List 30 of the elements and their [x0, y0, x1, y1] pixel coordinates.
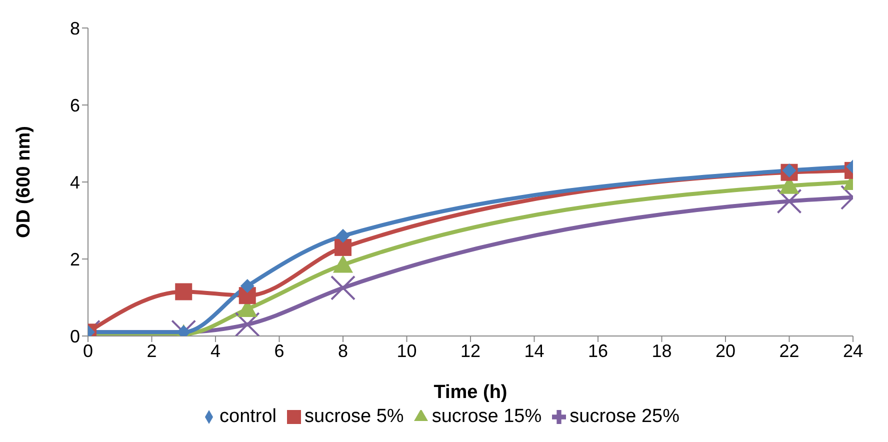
point	[240, 278, 254, 293]
x-tick-label: 10	[396, 340, 417, 361]
point	[334, 238, 352, 256]
x-tick-label: 4	[210, 340, 221, 361]
x-tick-label: 16	[588, 340, 608, 361]
x-axis-title: Time (h)	[434, 382, 508, 403]
x-tick-label: 24	[842, 340, 864, 361]
legend-label: control	[220, 406, 277, 427]
point	[333, 254, 353, 273]
x-tick-label: 0	[82, 340, 94, 361]
x-tick-label: 8	[338, 340, 348, 361]
y-tick-label: 4	[70, 172, 80, 192]
x-tick-label: 6	[274, 340, 284, 361]
x-tick-label: 14	[524, 340, 544, 361]
x-tick-label: 12	[460, 340, 481, 361]
x-tick-label: 18	[652, 340, 672, 361]
legend-label: sucrose 5%	[304, 406, 404, 427]
x-tick-label: 22	[779, 340, 800, 361]
point	[330, 275, 356, 300]
y-tick-label: 0	[70, 326, 80, 346]
point	[175, 283, 192, 300]
y-axis-title: OD (600 nm)	[14, 126, 35, 238]
legend-label: sucrose 25%	[570, 406, 680, 427]
x-tick-label: 2	[146, 340, 157, 361]
point	[336, 228, 350, 243]
y-tick-label: 6	[70, 95, 80, 116]
legend-label: sucrose 15%	[432, 406, 542, 427]
x-tick-label: 20	[715, 340, 736, 361]
y-tick-label: 2	[70, 249, 80, 270]
y-tick-label: 8	[70, 18, 80, 38]
